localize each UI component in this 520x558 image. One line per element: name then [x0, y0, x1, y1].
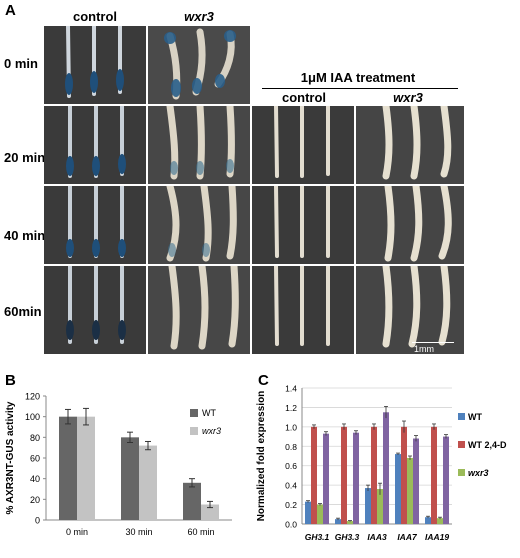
panel-c-y-tick-label: 0.2: [285, 500, 297, 510]
panel-c-x-tick-label: IAA7: [397, 532, 418, 542]
treatment-header-control: control: [281, 90, 327, 105]
photo-iaa-wxr3-20min: [356, 106, 464, 184]
panel-b-y-axis-label: % AXR3NT-GUS activity: [5, 401, 16, 514]
panel-b-bar: [201, 504, 219, 520]
scale-bar-label: 1mm: [414, 344, 434, 354]
panel-c-legend-label: wxr3: [468, 468, 489, 478]
panel-c-bar: [407, 457, 413, 524]
panel-b-bar: [121, 437, 139, 520]
panel-c-bar: [395, 454, 401, 524]
panel-c-y-tick-label: 0.0: [285, 520, 297, 530]
panel-c-bar: [443, 436, 449, 524]
panel-c-bar: [377, 489, 383, 524]
row-label-40min: 40 min: [4, 228, 46, 243]
panel-c-bar: [431, 426, 437, 524]
panel-c-bar: [371, 426, 377, 524]
panel-c-y-tick-label: 0.4: [285, 481, 297, 491]
panel-b-y-tick-label: 80: [30, 433, 40, 443]
panel-b-letter: B: [5, 372, 16, 389]
panel-c-bar: [353, 432, 359, 524]
panel-b-y-tick-label: 20: [30, 495, 40, 505]
panel-c-legend-label: WT 2,4-D: [468, 440, 507, 450]
photo-control-20min: [44, 106, 146, 184]
row-label-60min: 60min: [4, 304, 42, 319]
panel-b-y-tick-label: 120: [25, 392, 40, 402]
panel-c-bar: [413, 438, 419, 524]
panel-b-legend-label: wxr3: [202, 426, 221, 436]
panel-c-y-tick-label: 1.4: [285, 384, 297, 394]
panel-c-bar: [341, 426, 347, 524]
panel-c-legend-label: WT: [468, 412, 482, 422]
panel-c-bar: [305, 501, 311, 524]
photo-control-60min: [44, 266, 146, 354]
panel-b-bar: [59, 416, 77, 520]
panel-b-y-tick-label: 0: [35, 516, 40, 526]
panel-b-x-tick-label: 60 min: [187, 527, 214, 537]
panel-b-y-tick-label: 100: [25, 412, 40, 422]
panel-c-bar: [317, 504, 323, 524]
panel-c-chart: 0.0 0.2 0.4 0.6 0.8 1.0 1.2 1.4 Normalized fold …: [256, 384, 507, 543]
panel-c-bar: [437, 518, 443, 524]
panel-c-x-tick-label: GH3.3: [335, 532, 360, 542]
panel-c-letter: C: [258, 372, 269, 389]
photo-control-0min: [44, 26, 146, 104]
photo-iaa-control-40min: [252, 186, 354, 264]
scale-bar: [412, 342, 454, 343]
panel-c-bar: [425, 517, 431, 524]
panel-c-bar: [311, 426, 317, 524]
panel-a-letter: A: [5, 2, 16, 19]
panel-c-y-tick-label: 0.6: [285, 461, 297, 471]
panel-c-legend-swatch: [458, 441, 465, 448]
row-label-20min: 20 min: [4, 150, 46, 165]
photo-iaa-wxr3-60min: [356, 266, 464, 354]
panel-b-bar: [183, 482, 201, 520]
panel-c-bar: [401, 426, 407, 524]
panel-c-x-tick-label: IAA3: [367, 532, 387, 542]
panel-b-legend-swatch: [190, 409, 198, 417]
panel-b-y-tick-label: 40: [30, 474, 40, 484]
panel-c-bar: [383, 412, 389, 524]
treatment-underline: [262, 88, 458, 89]
photo-wxr3-20min: [148, 106, 250, 184]
panel-b-x-tick-label: 30 min: [125, 527, 152, 537]
panel-c-bar: [323, 433, 329, 524]
column-header-control: control: [72, 9, 118, 24]
treatment-title: 1μM IAA treatment: [300, 70, 416, 85]
photo-wxr3-40min: [148, 186, 250, 264]
panel-c-bar: [347, 521, 353, 524]
panel-b-legend-swatch: [190, 427, 198, 435]
panel-c-bar: [335, 519, 341, 524]
panel-b-bar: [77, 416, 95, 520]
panel-c-x-tick-label: IAA19: [425, 532, 449, 542]
treatment-header-wxr3: wxr3: [393, 90, 423, 105]
panel-c-y-tick-label: 0.8: [285, 442, 297, 452]
panel-c-y-tick-label: 1.2: [285, 403, 297, 413]
column-header-wxr3: wxr3: [184, 9, 214, 24]
photo-wxr3-0min: [148, 26, 250, 104]
photo-control-40min: [44, 186, 146, 264]
photo-iaa-control-60min: [252, 266, 354, 354]
panel-c-y-tick-label: 1.0: [285, 422, 297, 432]
photo-wxr3-60min: [148, 266, 250, 354]
row-label-0min: 0 min: [4, 56, 38, 71]
panel-c-legend-swatch: [458, 469, 465, 476]
panel-b-legend-label: WT: [202, 408, 216, 418]
photo-iaa-control-20min: [252, 106, 354, 184]
panel-b-chart: 0 20 40 60 80 100 120 % AXR3NT-GUS activity 0 mi…: [5, 392, 232, 537]
panel-c-x-tick-label: GH3.1: [305, 532, 330, 542]
photo-iaa-wxr3-40min: [356, 186, 464, 264]
panel-b-y-tick-label: 60: [30, 454, 40, 464]
panel-b-bar: [139, 445, 157, 520]
panel-c-legend-swatch: [458, 413, 465, 420]
panel-c-bar: [365, 488, 371, 524]
panel-c-y-axis-label: Normalized fold expression: [256, 391, 267, 522]
panel-b-x-tick-label: 0 min: [66, 527, 88, 537]
